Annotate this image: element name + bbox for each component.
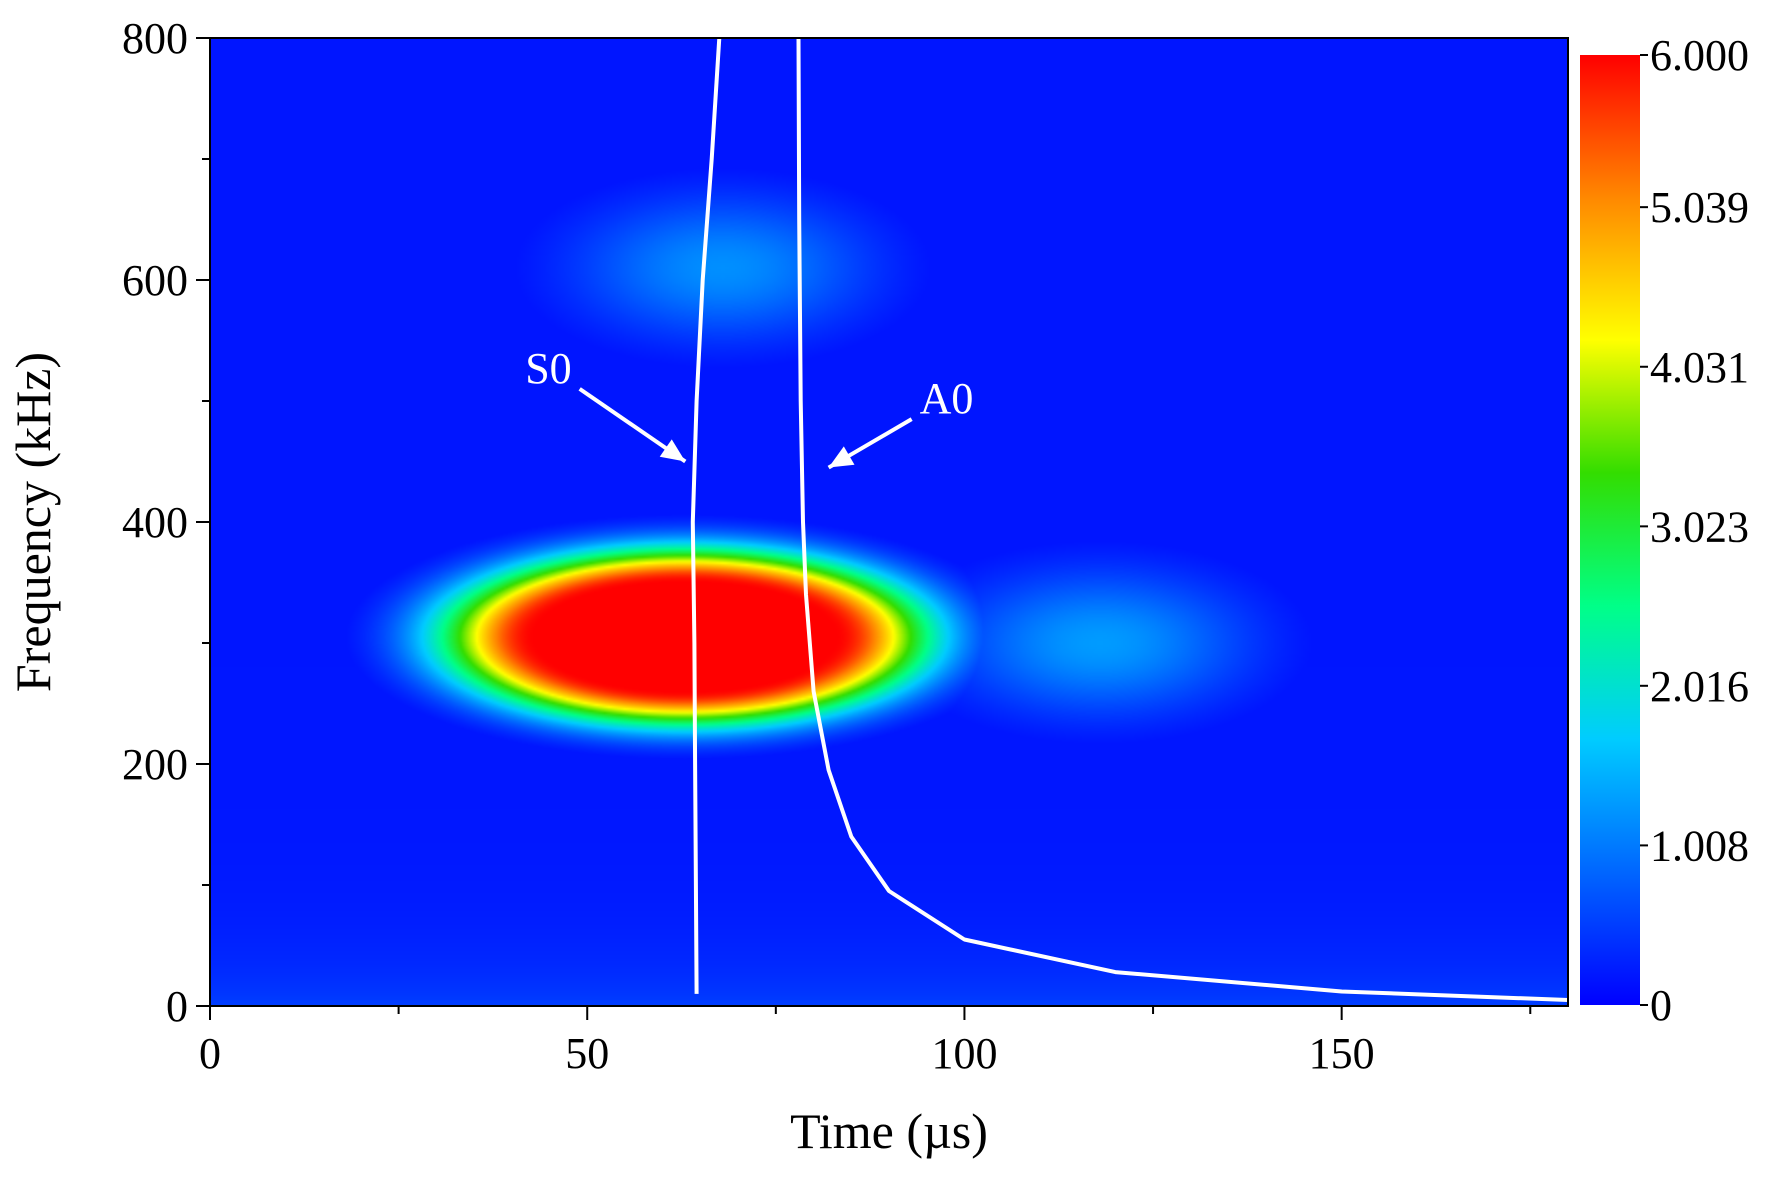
curve-annotations: S0 A0 bbox=[525, 344, 974, 470]
x-axis-title: Time (µs) bbox=[790, 1103, 988, 1159]
x-tick-label: 50 bbox=[565, 1029, 609, 1078]
colorbar-tick-label: 2.016 bbox=[1650, 662, 1749, 711]
colorbar-tick-label: 4.031 bbox=[1650, 343, 1749, 392]
colorbar-ticks: 0 1.008 2.016 3.023 4.031 5.039 6.000 bbox=[1640, 31, 1749, 1030]
y-tick-label: 800 bbox=[122, 14, 188, 63]
dispersion-curves bbox=[690, 38, 1568, 1002]
colorbar-tick-label: 6.000 bbox=[1650, 31, 1749, 80]
annotation-label-s0: S0 bbox=[525, 344, 571, 393]
y-axis-title: Frequency (kHz) bbox=[5, 352, 61, 692]
colorbar-tick-label: 1.008 bbox=[1650, 821, 1749, 870]
y-tick-label: 400 bbox=[122, 498, 188, 547]
curve-s0 bbox=[690, 38, 722, 994]
annotation-label-a0: A0 bbox=[920, 374, 974, 423]
y-tick-label: 600 bbox=[122, 256, 188, 305]
y-tick-label: 0 bbox=[166, 982, 188, 1031]
y-tick-label: 200 bbox=[122, 740, 188, 789]
colorbar-tick-label: 5.039 bbox=[1650, 183, 1749, 232]
colorbar-tick-label: 0 bbox=[1650, 981, 1672, 1030]
annotation-arrowhead-a0 bbox=[828, 446, 855, 468]
x-tick-label: 100 bbox=[931, 1029, 997, 1078]
axes: 0 50 100 150 0 200 400 600 800 bbox=[122, 14, 1532, 1078]
curve-a0 bbox=[796, 38, 1568, 1002]
colorbar bbox=[1580, 55, 1640, 1005]
heatmap bbox=[210, 38, 1568, 1006]
x-tick-label: 150 bbox=[1309, 1029, 1375, 1078]
colorbar-tick-label: 3.023 bbox=[1650, 502, 1749, 551]
annotation-arrowhead-s0 bbox=[659, 439, 686, 462]
x-tick-label: 0 bbox=[199, 1029, 221, 1078]
